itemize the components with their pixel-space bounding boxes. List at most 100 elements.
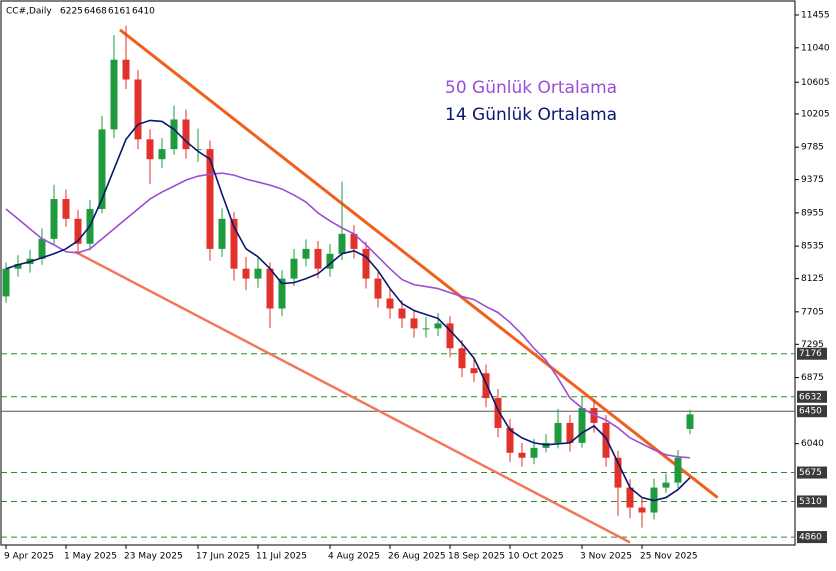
y-tick-label: 7705 xyxy=(801,307,824,317)
x-tick-label: 9 Apr 2025 xyxy=(4,552,54,562)
candle-body xyxy=(206,149,214,249)
moving-average xyxy=(5,119,691,502)
candle-body xyxy=(14,263,22,269)
x-tick-label: 23 May 2025 xyxy=(124,552,183,562)
candle-body xyxy=(278,278,286,309)
x-tick-label: 4 Aug 2025 xyxy=(328,552,380,562)
y-tick-label: 6040 xyxy=(801,439,824,449)
candle-body xyxy=(242,268,250,279)
candle-body xyxy=(506,427,514,453)
candle-body xyxy=(218,218,226,249)
x-tick-label: 18 Sep 2025 xyxy=(448,552,505,562)
y-tick-label: 8955 xyxy=(801,208,824,218)
x-tick-label: 11 Jul 2025 xyxy=(256,552,307,562)
candle-body xyxy=(230,218,238,269)
candle-body xyxy=(446,323,454,349)
candle-body xyxy=(398,308,406,319)
candle-body xyxy=(422,328,430,330)
candle-body xyxy=(98,129,106,210)
candle-body xyxy=(602,422,610,458)
candle-body xyxy=(2,268,10,297)
candle-body xyxy=(638,507,646,513)
candle-body xyxy=(458,348,466,369)
y-tick-label: 9375 xyxy=(801,175,824,185)
candle-body xyxy=(194,149,202,151)
trendline xyxy=(74,250,631,544)
candle-body xyxy=(38,238,46,259)
ohlc-open: 6225 xyxy=(60,7,83,17)
level-box xyxy=(797,495,827,508)
level-label: 6450 xyxy=(799,407,822,417)
candle-body xyxy=(626,487,634,508)
candle-body xyxy=(662,482,670,488)
candle-body xyxy=(614,457,622,488)
candle-body xyxy=(362,248,370,279)
ohlc-close: 6410 xyxy=(132,7,155,17)
candle-body xyxy=(470,368,478,374)
y-tick-label: 10605 xyxy=(801,78,830,88)
candle-body xyxy=(134,79,142,140)
level-label: 5675 xyxy=(799,468,822,478)
y-tick-label: 7295 xyxy=(801,340,824,350)
x-tick-label: 17 Jun 2025 xyxy=(196,552,250,562)
ohlc-low: 6161 xyxy=(108,7,131,17)
candle-body xyxy=(566,422,574,443)
legend-entry: 50 Günlük Ortalama xyxy=(445,78,617,98)
level-box xyxy=(797,531,827,544)
candle-body xyxy=(578,408,586,443)
x-tick-label: 3 Nov 2025 xyxy=(580,552,632,562)
y-tick-label: 8125 xyxy=(801,274,824,284)
chart-title: CC#,Daily xyxy=(6,7,52,17)
candle-body xyxy=(674,457,682,483)
candle-body xyxy=(686,414,694,430)
y-tick-label: 9785 xyxy=(801,143,824,153)
candle-body xyxy=(374,278,382,299)
moving-average xyxy=(5,172,691,459)
trendline xyxy=(119,28,719,499)
candle-body xyxy=(554,422,562,443)
y-tick-label: 11040 xyxy=(801,43,830,53)
y-tick-label: 8535 xyxy=(801,242,824,252)
y-tick-label: 10205 xyxy=(801,109,830,119)
x-tick-label: 1 May 2025 xyxy=(64,552,117,562)
x-tick-label: 10 Oct 2025 xyxy=(508,552,564,562)
candle-body xyxy=(62,199,70,219)
candle-body xyxy=(170,119,178,150)
level-label: 6632 xyxy=(799,392,822,402)
level-label: 4860 xyxy=(799,533,822,543)
candle-body xyxy=(518,452,526,458)
candle-body xyxy=(266,268,274,309)
level-box xyxy=(797,466,827,479)
candle-body xyxy=(290,258,298,279)
candle-body xyxy=(350,233,358,249)
candle-body xyxy=(122,59,130,80)
x-tick-label: 26 Aug 2025 xyxy=(388,552,446,562)
candle-body xyxy=(434,323,442,329)
candle-body xyxy=(314,248,322,269)
candle-body xyxy=(302,248,310,259)
level-label: 7176 xyxy=(799,349,822,359)
candle-body xyxy=(326,253,334,269)
candle-body xyxy=(338,233,346,254)
plot-frame xyxy=(0,0,796,546)
y-tick-label: 6875 xyxy=(801,373,824,383)
candle-body xyxy=(494,398,502,428)
candle-body xyxy=(254,268,262,279)
candle-body xyxy=(386,298,394,309)
level-box xyxy=(797,390,827,403)
candle-body xyxy=(110,59,118,130)
candle-body xyxy=(530,447,538,458)
candle-body xyxy=(182,119,190,150)
candle-body xyxy=(74,218,82,244)
candle-body xyxy=(482,373,490,399)
candle-body xyxy=(158,149,166,160)
candle-body xyxy=(146,139,154,160)
level-box xyxy=(797,405,827,418)
level-box xyxy=(797,347,827,360)
legend-entry: 14 Günlük Ortalama xyxy=(445,105,617,125)
candle-body xyxy=(410,318,418,329)
x-tick-label: 25 Nov 2025 xyxy=(640,552,698,562)
level-label: 5310 xyxy=(799,497,822,507)
